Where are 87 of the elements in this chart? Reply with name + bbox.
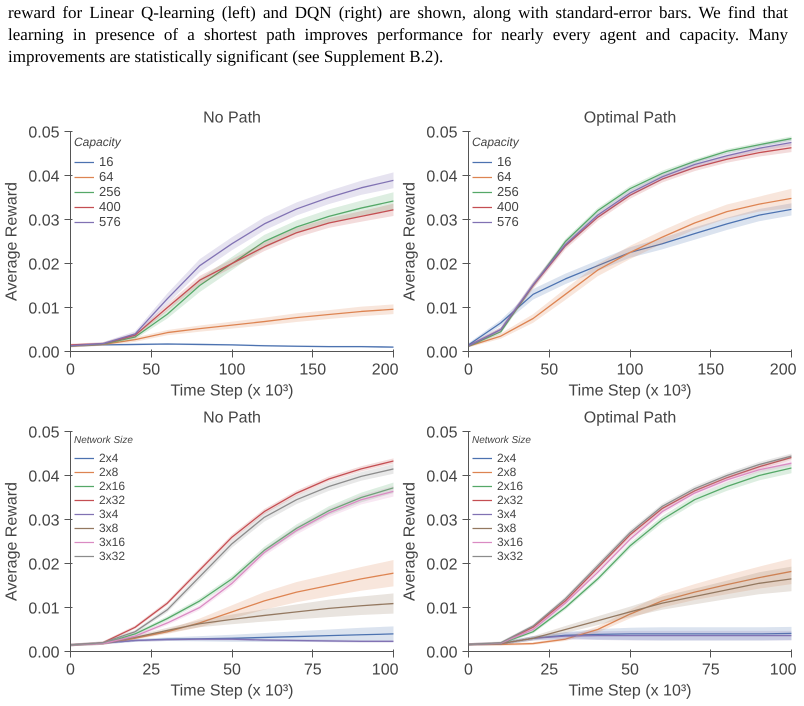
legend-title: Network Size xyxy=(472,435,531,446)
x-axis-title: Time Step (x 10³) xyxy=(568,682,692,700)
legend-label: 2x16 xyxy=(497,479,524,493)
legend-label: 64 xyxy=(497,169,512,184)
legend-label: 400 xyxy=(497,199,519,214)
x-tick-label: 50 xyxy=(142,362,160,378)
x-tick-label: 25 xyxy=(142,662,160,678)
legend-label: 3x8 xyxy=(99,521,119,535)
x-tick-label: 100 xyxy=(372,662,399,678)
legend-label: 16 xyxy=(99,154,114,169)
legend-label: 2x32 xyxy=(497,493,524,507)
x-tick-label: 100 xyxy=(770,662,797,678)
y-tick-label: 0.02 xyxy=(28,556,60,574)
x-tick-label: 200 xyxy=(770,362,797,378)
x-tick-label: 50 xyxy=(540,362,558,378)
y-tick-label: 0.00 xyxy=(426,344,458,362)
chart-title: No Path xyxy=(203,410,261,426)
legend-title: Network Size xyxy=(74,435,133,446)
y-tick-label: 0.04 xyxy=(28,468,60,486)
y-tick-label: 0.02 xyxy=(426,556,458,574)
y-tick-label: 0.05 xyxy=(28,124,60,142)
legend-label: 3x4 xyxy=(99,507,119,521)
legend-label: 2x32 xyxy=(99,493,126,507)
legend-label: 576 xyxy=(99,214,121,229)
x-tick-label: 0 xyxy=(66,362,76,378)
x-tick-label: 50 xyxy=(621,662,639,678)
x-tick-label: 150 xyxy=(697,362,724,378)
legend-label: 64 xyxy=(99,169,114,184)
y-tick-label: 0.03 xyxy=(426,512,458,530)
x-tick-label: 100 xyxy=(218,362,246,378)
y-tick-label: 0.01 xyxy=(28,600,60,618)
legend-label: 3x32 xyxy=(497,549,524,563)
x-tick-label: 75 xyxy=(702,662,720,678)
x-tick-label: 25 xyxy=(540,662,558,678)
x-axis-title: Time Step (x 10³) xyxy=(568,382,692,400)
y-tick-label: 0.02 xyxy=(28,256,60,274)
x-tick-label: 75 xyxy=(304,662,322,678)
text: reward for Linear Q-learning (left) and DQN (right) are shown, along with standard-error bars. We find that learning in presence of a shortest path improves performance for nearly every agent and capacity. Many improvements are statistically significant (see Supplement B.2). xyxy=(8,2,788,68)
x-axis-title: Time Step (x 10³) xyxy=(170,382,294,400)
y-tick-label: 0.00 xyxy=(28,344,60,362)
x-tick-label: 100 xyxy=(616,362,644,378)
y-axis-title: Average Reward xyxy=(401,482,418,601)
y-tick-label: 0.03 xyxy=(28,212,60,230)
legend-label: 2x8 xyxy=(497,465,517,479)
y-axis-title: Average Reward xyxy=(3,182,20,301)
chart-title: Optimal Path xyxy=(584,110,676,126)
x-tick-label: 0 xyxy=(464,362,474,378)
legend-label: 400 xyxy=(99,199,121,214)
x-tick-label: 0 xyxy=(464,662,474,678)
y-tick-label: 0.03 xyxy=(426,212,458,230)
y-tick-label: 0.05 xyxy=(426,424,458,442)
y-tick-label: 0.05 xyxy=(28,424,60,442)
legend-label: 2x4 xyxy=(497,451,517,465)
legend-title: Capacity xyxy=(472,135,519,149)
x-tick-label: 50 xyxy=(223,662,241,678)
legend-label: 3x32 xyxy=(99,549,126,563)
x-tick-label: 150 xyxy=(299,362,326,378)
y-tick-label: 0.01 xyxy=(426,600,458,618)
x-axis-title: Time Step (x 10³) xyxy=(170,682,294,700)
y-axis-title: Average Reward xyxy=(3,482,20,601)
chart-title: Optimal Path xyxy=(584,410,676,426)
legend-label: 2x4 xyxy=(99,451,119,465)
y-tick-label: 0.02 xyxy=(426,256,458,274)
legend-label: 3x16 xyxy=(497,535,524,549)
y-tick-label: 0.01 xyxy=(28,300,60,318)
y-tick-label: 0.00 xyxy=(28,644,60,662)
y-tick-label: 0.00 xyxy=(426,644,458,662)
legend-label: 16 xyxy=(497,154,512,169)
y-tick-label: 0.01 xyxy=(426,300,458,318)
y-tick-label: 0.03 xyxy=(28,512,60,530)
legend-label: 256 xyxy=(99,184,121,199)
legend-label: 256 xyxy=(497,184,519,199)
legend-label: 2x8 xyxy=(99,465,119,479)
x-tick-label: 200 xyxy=(372,362,399,378)
y-tick-label: 0.04 xyxy=(28,168,60,186)
y-axis-title: Average Reward xyxy=(401,182,418,301)
legend-label: 2x16 xyxy=(99,479,126,493)
legend-label: 576 xyxy=(497,214,519,229)
chart-title: No Path xyxy=(203,110,261,126)
legend-label: 3x16 xyxy=(99,535,126,549)
y-tick-label: 0.04 xyxy=(426,468,458,486)
y-tick-label: 0.05 xyxy=(426,124,458,142)
x-tick-label: 0 xyxy=(66,662,76,678)
legend-title: Capacity xyxy=(74,135,121,149)
legend-label: 3x8 xyxy=(497,521,517,535)
y-tick-label: 0.04 xyxy=(426,168,458,186)
legend-label: 3x4 xyxy=(497,507,517,521)
